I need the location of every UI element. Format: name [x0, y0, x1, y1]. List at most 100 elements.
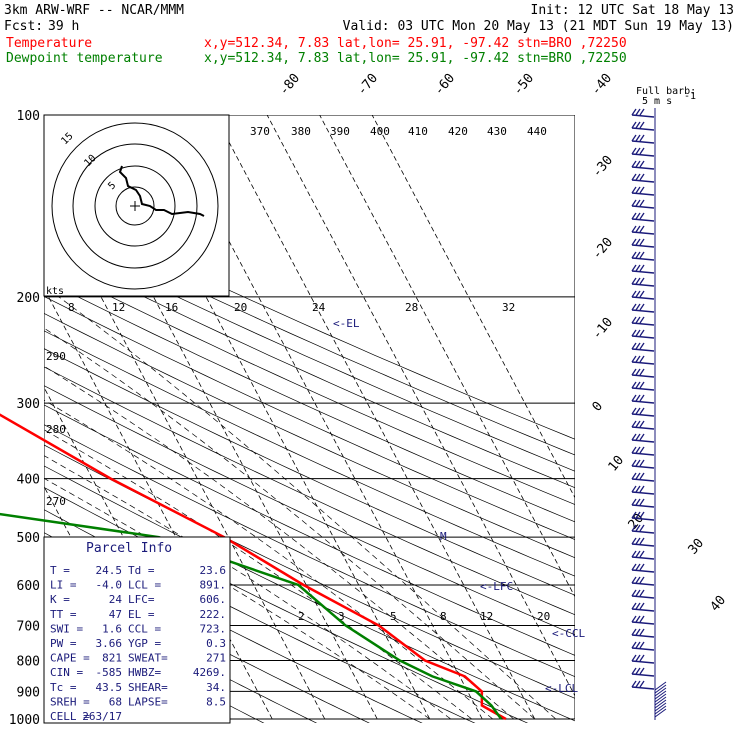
barb-shaft: [631, 335, 655, 339]
barb-flag: [639, 277, 645, 285]
parcel-key: SHEAR=: [128, 681, 168, 694]
pressure-label-800: 800: [17, 654, 40, 669]
barb-flag: [635, 329, 641, 337]
barb-flag: [635, 355, 641, 363]
dry-adiabat: [44, 348, 575, 596]
isotherm-label: 10: [606, 453, 628, 475]
parcel-key: CELL =: [50, 710, 90, 723]
theta-label: 370: [250, 125, 270, 138]
barb-flag: [635, 537, 641, 545]
barb-shaft: [631, 660, 655, 664]
parcel-value: 891.: [200, 579, 227, 592]
barb-flag: [631, 498, 637, 506]
wind-barb: [631, 121, 655, 131]
parcel-key: SWI =: [50, 622, 83, 635]
wind-barb: [631, 264, 655, 274]
parcel-key: CIN =: [50, 666, 83, 679]
barb-flag: [631, 290, 637, 298]
low-mixing-label: 12: [480, 610, 493, 623]
barb-flag: [639, 199, 645, 207]
barb-low: [654, 690, 667, 700]
barb-shaft: [631, 647, 655, 651]
parcel-value: 1.6: [102, 622, 122, 635]
wind-barb: [631, 446, 655, 456]
legend-dewpoint-label: Dewpoint temperature: [6, 51, 163, 66]
barb-low: [654, 681, 667, 691]
barb-flag: [639, 108, 645, 116]
barb-flag: [635, 602, 641, 610]
wind-barb: [631, 459, 655, 469]
parcel-value: 723.: [200, 622, 227, 635]
barb-flag: [635, 316, 641, 324]
barb-flag: [639, 303, 645, 311]
wind-barb: [631, 420, 655, 430]
dry-adiabat: [44, 201, 575, 440]
barb-flag: [631, 485, 637, 493]
barb-shaft: [631, 517, 655, 521]
wind-barb: [631, 602, 655, 612]
valid-time: Valid: 03 UTC Mon 20 May 13 (21 MDT Sun …: [343, 19, 734, 34]
parcel-key: TT =: [50, 608, 77, 621]
low-mixing-label: 2: [298, 610, 305, 623]
parcel-value: 4269.: [193, 666, 226, 679]
parcel-title: Parcel Info: [86, 541, 172, 556]
pressure-label-500: 500: [17, 531, 40, 546]
barb-flag: [631, 316, 637, 324]
dry-adiabat: [44, 279, 575, 523]
parcel-value: 606.: [200, 593, 227, 606]
barb-flag: [631, 563, 637, 571]
barb-shaft: [631, 465, 655, 469]
wind-barb: [631, 498, 655, 508]
dry-adiabat: [44, 404, 575, 656]
barb-flag: [631, 264, 637, 272]
barb-flag: [639, 654, 645, 662]
moist-adiabat: [58, 296, 557, 720]
barb-flag: [635, 251, 641, 259]
mixing-ratio-label: 16: [165, 301, 178, 314]
pressure-label-200: 200: [17, 291, 40, 306]
barb-shaft: [631, 348, 655, 352]
barb-flag: [631, 355, 637, 363]
pressure-label-100: 100: [17, 109, 40, 124]
hodograph: 5 10 15 kts: [43, 114, 230, 297]
dry-adiabat: [44, 465, 575, 722]
barb-flag: [631, 160, 637, 168]
barb-flag: [635, 576, 641, 584]
isotherm-label: -10: [590, 315, 617, 343]
isotherm-label: -80: [277, 71, 304, 99]
parcel-value: 68: [109, 695, 122, 708]
mixing-ratio-label: 28: [405, 301, 418, 314]
level-markers: <-EL <-LFC <-CCL <-LCL M: [333, 317, 585, 695]
wind-barb: [631, 680, 655, 690]
barb-flag: [639, 186, 645, 194]
barb-flag: [635, 277, 641, 285]
barb-flag: [635, 186, 641, 194]
barb-flag: [631, 173, 637, 181]
barb-shaft: [631, 140, 655, 144]
barb-flag: [639, 316, 645, 324]
parcel-value: 3.66: [96, 637, 123, 650]
barb-flag: [635, 680, 641, 688]
barb-shaft: [631, 478, 655, 482]
barb-flag: [639, 238, 645, 246]
wind-barb: [631, 433, 655, 443]
wind-barb: [631, 199, 655, 209]
barb-flag: [635, 485, 641, 493]
wind-barb: [631, 160, 655, 170]
wind-barb: [631, 238, 655, 248]
barb-flag: [639, 394, 645, 402]
isotherm: [371, 115, 575, 499]
barb-flag: [639, 355, 645, 363]
barb-flag: [631, 277, 637, 285]
barb-flag: [639, 251, 645, 259]
barb-flag: [635, 550, 641, 558]
barb-low: [654, 702, 667, 712]
isotherm-label: -70: [355, 71, 382, 99]
wind-barb: [631, 550, 655, 560]
barb-flag: [631, 394, 637, 402]
barb-flag: [631, 654, 637, 662]
low-mixing-label: 5: [390, 610, 397, 623]
pressure-label-900: 900: [17, 685, 40, 700]
parcel-info-box: Parcel Info T = 24.5 Td = 23.6 LI = -4.0 LCL =…: [43, 536, 231, 724]
parcel-value: 8.5: [206, 695, 226, 708]
